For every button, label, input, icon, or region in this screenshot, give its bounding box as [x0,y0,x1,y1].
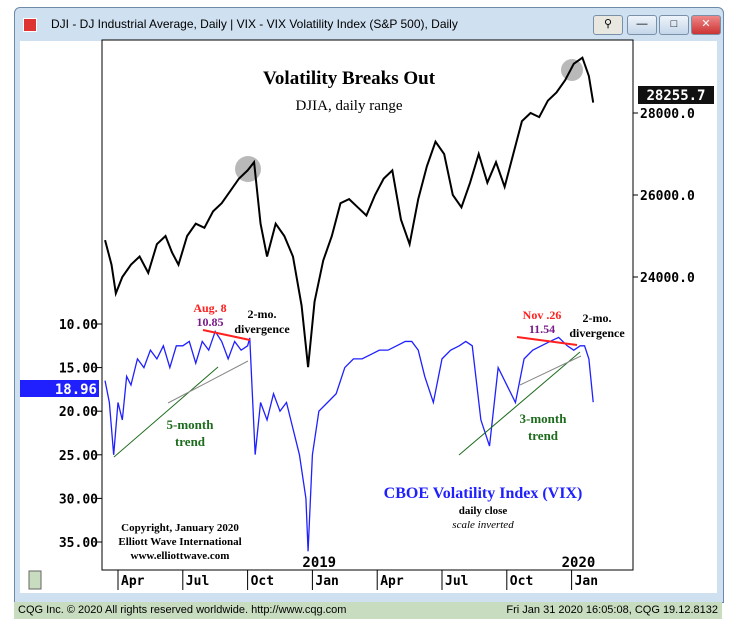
copyright-line-2: Elliott Wave International [118,536,241,548]
aug-value-label: 10.85 [197,315,224,329]
scroll-handle[interactable] [28,570,42,590]
aug-divergence-label: 2-mo. [248,307,277,321]
x-tick-label: Jan [315,574,338,589]
nov-divergence-label-2: divergence [569,326,625,340]
vix-legend-scale-note: scale inverted [452,519,514,531]
vix-last-price-badge [20,380,99,397]
djia-tick-label: 24000.0 [640,271,695,286]
aug-divergence-label-2: divergence [234,322,290,336]
x-tick-label: Apr [121,574,145,589]
maximize-button[interactable]: □ [659,15,689,35]
status-copyright: CQG Inc. © 2020 All rights reserved worl… [18,604,347,616]
minimize-button[interactable]: — [627,15,657,35]
x-tick-label: Jul [445,574,468,589]
copyright-line-3: www.elliottwave.com [131,550,230,562]
x-tick-label: Oct [251,574,274,589]
djia-tick-label: 28000.0 [640,107,695,122]
divergence-line-nov [516,336,578,346]
trend-3-label: 3-month [520,411,568,426]
nov-divergence-label: 2-mo. [583,311,612,325]
vix-legend-note: daily close [459,505,508,517]
vix-tick-label: 20.00 [59,405,98,420]
djia-last-price: 28255.7 [646,88,705,104]
aug-date-label: Aug. 8 [193,301,226,315]
trendline-3-month [458,351,581,456]
close-button[interactable]: ✕ [691,15,721,35]
vix-series [104,329,594,552]
vix-tick-label: 10.00 [59,318,98,333]
x-tick-label: Oct [510,574,533,589]
link-button[interactable]: ⚲ [593,15,623,35]
chart-subtitle: DJIA, daily range [295,98,402,114]
link-icon: ⚲ [603,18,613,30]
trend-3-label-2: trend [528,428,559,443]
chart-title: Volatility Breaks Out [263,68,436,89]
title-bar: DJI - DJ Industrial Average, Daily | VIX… [15,8,723,38]
djia-tick-label: 26000.0 [640,189,695,204]
status-timestamp: Fri Jan 31 2020 16:05:08, CQG 19.12.8132 [506,604,718,616]
x-tick-label: Jan [575,574,598,589]
djia-last-price-badge [638,86,714,104]
x-tick-label: Apr [380,574,404,589]
nov-date-label: Nov .26 [523,308,562,322]
vix-tick-label: 35.00 [59,536,98,551]
window-title: DJI - DJ Industrial Average, Daily | VIX… [51,17,458,31]
x-tick-label: Jul [186,574,209,589]
divergence-line-aug [202,329,251,341]
vix-tick-label: 30.00 [59,492,98,507]
nov-value-label: 11.54 [529,322,555,336]
plot-area [101,39,634,571]
app-icon [23,18,37,32]
trend-5-label: 5-month [167,417,215,432]
copyright-line-1: Copyright, January 2020 [121,522,239,534]
djia-series [104,56,595,368]
trendline-aux-1 [167,360,249,404]
vix-legend-title: CBOE Volatility Index (VIX) [384,485,583,502]
status-bar: CQG Inc. © 2020 All rights reserved worl… [14,602,722,619]
year-label: 2019 [302,555,336,571]
peak-highlight-2020 [561,59,583,81]
vix-tick-label: 25.00 [59,449,98,464]
vix-tick-label: 15.00 [59,362,98,377]
vix-last-price: 18.96 [55,382,97,398]
trendline-5-month [113,366,219,458]
year-label: 2020 [562,555,596,571]
trendline-aux-2 [519,355,582,386]
trend-5-label-2: trend [175,434,206,449]
